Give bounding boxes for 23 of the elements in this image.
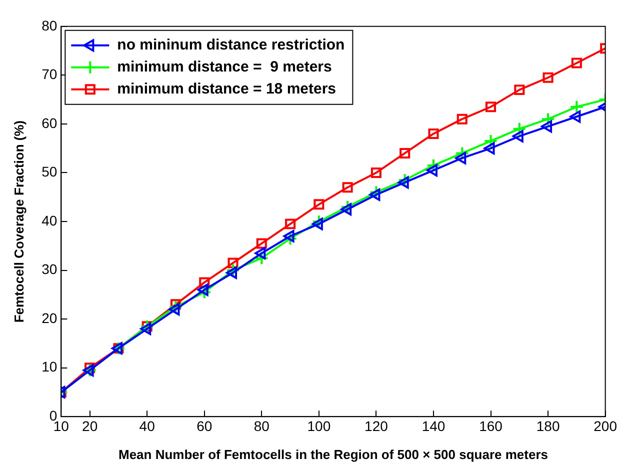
y-tick-label: 20 <box>42 310 58 326</box>
x-tick-label: 140 <box>422 418 446 434</box>
x-tick-label: 100 <box>307 418 331 434</box>
x-axis-title: Mean Number of Femtocells in the Region of 500 × 500 square meters <box>118 446 548 462</box>
y-tick-label: 80 <box>42 17 58 34</box>
y-tick-label: 10 <box>42 358 58 375</box>
y-tick-label: 30 <box>42 261 58 278</box>
legend-label: minimum distance = 9 meters <box>117 58 332 76</box>
y-tick-label: 40 <box>42 212 58 228</box>
y-tick-label: 60 <box>42 114 58 131</box>
x-tick-label: 80 <box>254 418 270 434</box>
x-tick-label: 120 <box>364 418 388 434</box>
y-tick-label: 70 <box>42 66 58 82</box>
x-tick-label: 160 <box>479 418 503 434</box>
x-tick-label: 180 <box>536 418 560 434</box>
x-tick-label: 40 <box>139 418 156 434</box>
x-tick-label: 20 <box>82 418 98 434</box>
legend-label: no mininum distance restriction <box>117 36 345 54</box>
x-tick-label: 60 <box>196 418 212 434</box>
legend-label: minimum distance = 18 meters <box>117 80 336 98</box>
y-tick-label: 50 <box>42 164 58 180</box>
y-axis-title: Femtocell Coverage Fraction (%) <box>11 120 26 323</box>
x-tick-label: 200 <box>594 418 618 434</box>
